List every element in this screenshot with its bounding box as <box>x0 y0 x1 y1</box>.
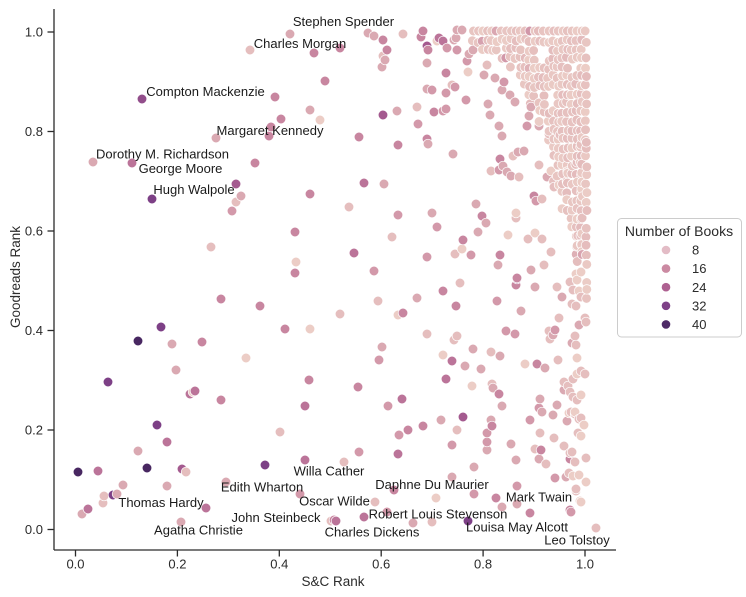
svg-text:Mark Twain: Mark Twain <box>506 490 572 505</box>
svg-text:Daphne Du Maurier: Daphne Du Maurier <box>375 477 489 492</box>
svg-text:Oscar Wilde: Oscar Wilde <box>299 494 370 509</box>
svg-text:32: 32 <box>692 298 706 313</box>
svg-text:John Steinbeck: John Steinbeck <box>232 510 321 525</box>
svg-text:Dorothy M. Richardson: Dorothy M. Richardson <box>96 147 229 162</box>
svg-text:0.2: 0.2 <box>168 556 186 571</box>
svg-text:8: 8 <box>692 243 699 258</box>
svg-text:Edith Wharton: Edith Wharton <box>221 480 303 495</box>
svg-text:0.4: 0.4 <box>270 556 288 571</box>
svg-text:0.8: 0.8 <box>474 556 492 571</box>
svg-text:Goodreads Rank: Goodreads Rank <box>8 226 23 328</box>
svg-text:George Moore: George Moore <box>139 161 223 176</box>
svg-text:Robert Louis Stevenson: Robert Louis Stevenson <box>369 507 508 522</box>
svg-text:16: 16 <box>692 261 706 276</box>
svg-text:0.2: 0.2 <box>25 423 43 438</box>
svg-text:S&C Rank: S&C Rank <box>301 574 364 589</box>
svg-text:24: 24 <box>692 280 706 295</box>
svg-text:0.8: 0.8 <box>25 124 43 139</box>
svg-text:Compton Mackenzie: Compton Mackenzie <box>146 84 265 99</box>
svg-text:Number of Books: Number of Books <box>625 223 733 239</box>
svg-text:0.0: 0.0 <box>66 556 84 571</box>
svg-text:Thomas Hardy: Thomas Hardy <box>118 495 204 510</box>
svg-text:Willa Cather: Willa Cather <box>294 464 365 479</box>
svg-text:40: 40 <box>692 317 706 332</box>
svg-text:Hugh Walpole: Hugh Walpole <box>153 182 234 197</box>
svg-text:0.6: 0.6 <box>372 556 390 571</box>
svg-text:0.0: 0.0 <box>25 522 43 537</box>
svg-text:Stephen Spender: Stephen Spender <box>293 14 395 29</box>
svg-text:1.0: 1.0 <box>25 25 43 40</box>
svg-text:Margaret Kennedy: Margaret Kennedy <box>217 123 324 138</box>
svg-text:Agatha Christie: Agatha Christie <box>154 523 243 538</box>
svg-text:Leo Tolstoy: Leo Tolstoy <box>544 533 610 548</box>
svg-text:0.6: 0.6 <box>25 224 43 239</box>
svg-text:0.4: 0.4 <box>25 323 43 338</box>
svg-text:Louisa May Alcott: Louisa May Alcott <box>466 520 568 535</box>
svg-text:1.0: 1.0 <box>576 556 594 571</box>
svg-text:Charles Morgan: Charles Morgan <box>254 36 347 51</box>
svg-text:Charles Dickens: Charles Dickens <box>325 525 420 540</box>
